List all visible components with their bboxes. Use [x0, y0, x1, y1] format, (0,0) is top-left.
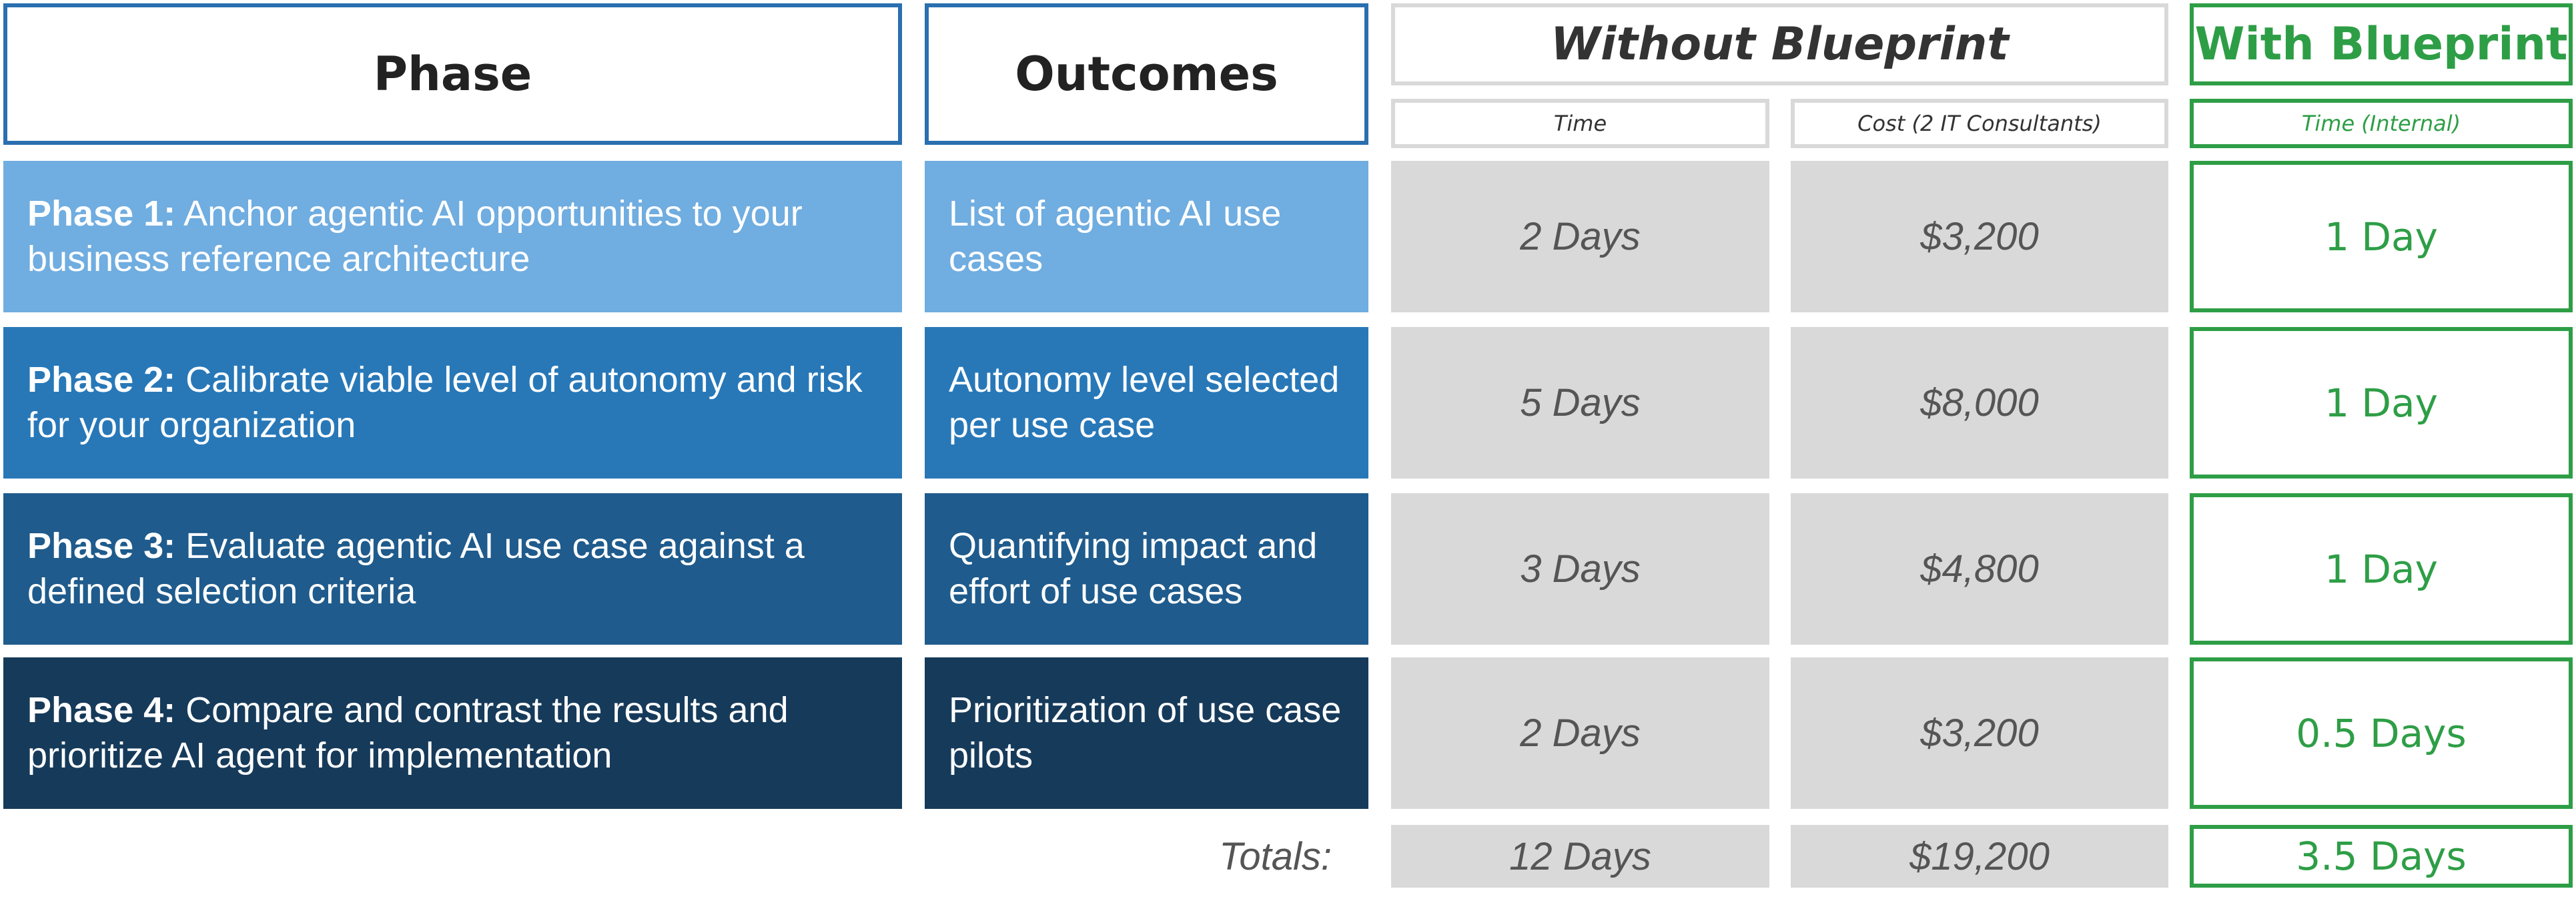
cost-cell: $3,200 — [1791, 161, 2168, 312]
phase-label: Phase 4: — [27, 690, 176, 730]
phase-text: Anchor agentic AI opportunities to your … — [27, 194, 803, 279]
phase-label: Phase 3: — [27, 526, 176, 566]
outcome-cell: Quantifying impact and effort of use cas… — [925, 493, 1368, 645]
time-cell: 5 Days — [1391, 327, 1769, 479]
phase-cell: Phase 3: Evaluate agentic AI use case ag… — [3, 493, 902, 645]
cost-cell: $8,000 — [1791, 327, 2168, 479]
phase-text: Calibrate viable level of autonomy and r… — [27, 360, 863, 445]
phase-cell: Phase 2: Calibrate viable level of auton… — [3, 327, 902, 479]
phase-text: Compare and contrast the results and pri… — [27, 690, 789, 776]
with-time-cell: 1 Day — [2190, 161, 2573, 312]
totals-label: Totals: — [1219, 834, 1332, 878]
without-header: Without Blueprint — [1391, 3, 2168, 85]
cost-cell: $4,800 — [1791, 493, 2168, 645]
phase-label: Phase 2: — [27, 360, 176, 400]
cost-header: Cost (2 IT Consultants) — [1791, 99, 2168, 148]
phase-text: Evaluate agentic AI use case against a d… — [27, 526, 805, 611]
time-header: Time — [1391, 99, 1769, 148]
phase-label: Phase 1: — [27, 194, 176, 234]
phase-cell: Phase 1: Anchor agentic AI opportunities… — [3, 161, 902, 312]
with-time-cell: 1 Day — [2190, 493, 2573, 645]
time-cell: 2 Days — [1391, 161, 1769, 312]
outcomes-header: Outcomes — [925, 3, 1368, 145]
time-cell: 3 Days — [1391, 493, 1769, 645]
phase-cell: Phase 4: Compare and contrast the result… — [3, 657, 902, 809]
time-cell: 2 Days — [1391, 657, 1769, 809]
total-cost: $19,200 — [1791, 825, 2168, 888]
outcome-cell: List of agentic AI use cases — [925, 161, 1368, 312]
with-time-cell: 0.5 Days — [2190, 657, 2573, 809]
total-with-time: 3.5 Days — [2190, 825, 2573, 888]
time-internal-header: Time (Internal) — [2190, 99, 2573, 148]
outcome-cell: Prioritization of use case pilots — [925, 657, 1368, 809]
total-time: 12 Days — [1391, 825, 1769, 888]
cost-cell: $3,200 — [1791, 657, 2168, 809]
with-time-cell: 1 Day — [2190, 327, 2573, 479]
with-header: With Blueprint — [2190, 3, 2573, 85]
phase-header: Phase — [3, 3, 902, 145]
outcome-cell: Autonomy level selected per use case — [925, 327, 1368, 479]
